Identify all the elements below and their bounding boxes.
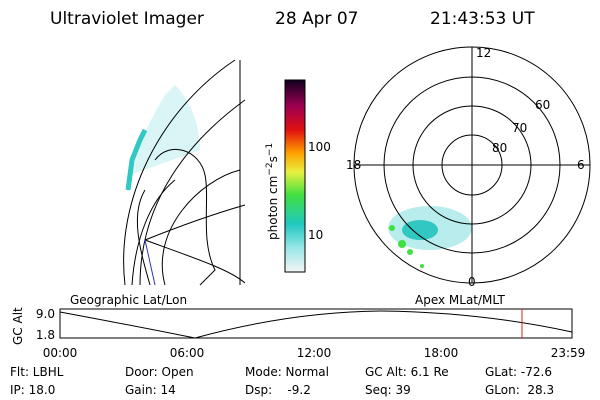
info-field: Door: Open [125,365,194,379]
info-field: IP: 18.0 [10,383,55,397]
info-field: Seq: 39 [365,383,411,397]
colorbar-tick: 10 [308,228,323,242]
orbit-curve [59,310,573,339]
geographic-map [123,59,246,286]
mlt-label: 0 [468,275,476,289]
instrument: Ultraviolet Imager [50,9,204,29]
orbit-x-tick: 00:00 [43,346,78,360]
date: 28 Apr 07 [275,9,358,29]
colorbar-tick: 100 [308,140,331,154]
orbit-y-tick: 1.8 [36,328,55,342]
lat-label: 60 [535,98,550,112]
info-field: Dsp: -9.2 [245,383,311,397]
polar-plot [353,46,591,284]
time: 21:43:53 UT [430,9,535,29]
mlt-label: 6 [577,158,585,172]
mlt-label: 12 [476,46,491,60]
lat-label: 70 [512,121,527,135]
colorbar-label: photon cm−2s−1 [265,143,280,240]
info-field: Flt: LBHL [10,365,64,379]
orbit-y-tick: 9.0 [36,307,55,321]
info-field: GLat: -72.6 [485,365,552,379]
mlt-label: 18 [346,158,361,172]
orbit-frame [59,308,573,339]
info-field: Gain: 14 [125,383,176,397]
lat-label: 80 [492,141,507,155]
orbit-x-tick: 23:59 [551,346,586,360]
orbit-x-tick: 12:00 [297,346,332,360]
orbit-x-tick: 06:00 [170,346,205,360]
info-field: GC Alt: 6.1 Re [365,365,449,379]
orbit-title: Geographic Lat/Lon [70,293,187,307]
orbit-title: Apex MLat/MLT [415,293,505,307]
color-bar [284,79,306,273]
orbit-x-tick: 18:00 [424,346,459,360]
info-field: GLon: 28.3 [485,383,554,397]
orbit-y-label: GC Alt [11,307,25,345]
info-field: Mode: Normal [245,365,329,379]
